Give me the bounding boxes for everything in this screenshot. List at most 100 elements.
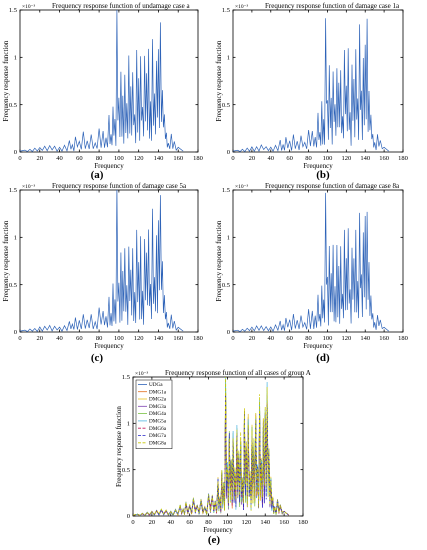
plot-frame xyxy=(232,9,404,153)
x-tick-label: 40 xyxy=(168,519,175,526)
plot-frame xyxy=(19,9,199,153)
legend-entry: DMG2a xyxy=(149,397,167,403)
y-tick-label: 1 xyxy=(14,235,17,242)
x-tick-label: 0 xyxy=(18,335,21,342)
x-tick-label: 40 xyxy=(56,155,63,162)
y-tick-label: 1 xyxy=(227,235,230,242)
y-tick-label: 0.5 xyxy=(9,282,17,289)
chart-title: Frequency response function of damage ca… xyxy=(265,2,400,10)
x-axis-label: Frequency xyxy=(94,342,124,350)
x-tick-label: 60 xyxy=(186,519,193,526)
x-tick-label: 60 xyxy=(76,335,83,342)
x-tick-label: 120 xyxy=(134,335,144,342)
y-tick-label: 1 xyxy=(14,55,17,62)
y-axis-label: Frequency response function xyxy=(215,220,223,301)
x-tick-label: 0 xyxy=(231,155,234,162)
y-tick-label: 1 xyxy=(227,55,230,62)
x-tick-label: 60 xyxy=(286,155,293,162)
y-tick-label: 0 xyxy=(14,329,17,336)
x-tick-label: 160 xyxy=(379,155,389,162)
x-tick-label: 0 xyxy=(231,335,234,342)
chart-title: Frequency response function of damage ca… xyxy=(52,182,187,190)
chart-panel-c: 0 20 40 60 80 100 120 140 160 180 0 0.5 1 1.5 ×10⁻³ Fre… xyxy=(2,182,203,350)
legend-entry: DMG5a xyxy=(149,419,167,425)
x-tick-label: 100 xyxy=(223,519,233,526)
y-tick-label: 0 xyxy=(127,513,130,520)
x-tick-label: 20 xyxy=(37,155,44,162)
y-exponent: ×10⁻³ xyxy=(22,184,36,190)
x-tick-label: 80 xyxy=(96,335,103,342)
x-tick-label: 40 xyxy=(268,155,275,162)
y-tick-label: 1.5 xyxy=(122,374,130,381)
x-tick-label: 180 xyxy=(193,155,203,162)
x-tick-label: 100 xyxy=(114,155,124,162)
chart-title: Frequency response function of undamage … xyxy=(52,2,191,10)
legend-entry: DMG7a xyxy=(149,433,167,439)
y-tick-label: 1.5 xyxy=(222,7,230,14)
plot-frame xyxy=(19,189,199,333)
y-exponent: ×10⁻³ xyxy=(235,4,249,10)
x-tick-label: 140 xyxy=(154,155,164,162)
y-tick-label: 0 xyxy=(227,329,230,336)
chart-title: Frequency response function of damage ca… xyxy=(265,182,400,190)
series-line xyxy=(233,18,390,152)
y-exponent: ×10⁻³ xyxy=(235,184,249,190)
chart-title: Frequency response function of all cases… xyxy=(165,369,311,377)
x-tick-label: 120 xyxy=(341,155,351,162)
y-axis-label: Frequency response function xyxy=(115,406,123,487)
x-tick-label: 160 xyxy=(379,335,389,342)
x-tick-label: 160 xyxy=(173,335,183,342)
x-tick-label: 180 xyxy=(398,335,408,342)
x-tick-label: 140 xyxy=(360,155,370,162)
x-tick-label: 0 xyxy=(131,519,134,526)
y-tick-label: 1 xyxy=(127,421,130,428)
y-tick-label: 0.5 xyxy=(122,467,130,474)
x-tick-label: 80 xyxy=(305,155,312,162)
x-tick-label: 100 xyxy=(114,335,124,342)
y-exponent: ×10⁻³ xyxy=(135,371,149,377)
legend-entry: UDGa xyxy=(149,382,163,388)
series-line xyxy=(20,10,184,152)
plot-frame xyxy=(132,376,304,517)
x-tick-label: 140 xyxy=(260,519,270,526)
y-tick-label: 1.5 xyxy=(222,187,230,194)
panel-label: (c) xyxy=(91,352,104,364)
panel-label: (b) xyxy=(316,169,330,181)
x-tick-label: 40 xyxy=(268,335,275,342)
x-tick-label: 120 xyxy=(134,155,144,162)
x-tick-label: 80 xyxy=(205,519,212,526)
legend-entry: DMG8a xyxy=(149,440,167,446)
chart-panel-d: 0 20 40 60 80 100 120 140 160 180 0 0.5 1 1.5 ×10⁻³ Fre… xyxy=(215,182,408,350)
x-axis-label: Frequency xyxy=(94,162,124,170)
x-tick-label: 120 xyxy=(241,519,251,526)
x-tick-label: 140 xyxy=(154,335,164,342)
x-tick-label: 60 xyxy=(76,155,83,162)
x-tick-label: 20 xyxy=(249,335,256,342)
x-tick-label: 180 xyxy=(193,335,203,342)
x-tick-label: 100 xyxy=(323,335,333,342)
legend-entry: DMG4a xyxy=(149,411,167,417)
panel-label: (e) xyxy=(208,534,221,546)
x-tick-label: 20 xyxy=(37,335,44,342)
plot-frame xyxy=(232,189,404,333)
y-tick-label: 0.5 xyxy=(222,282,230,289)
x-axis-label: Frequency xyxy=(303,162,333,170)
panel-label: (a) xyxy=(91,169,104,181)
y-tick-label: 0 xyxy=(227,149,230,156)
y-axis-label: Frequency response function xyxy=(2,40,10,121)
x-tick-label: 100 xyxy=(323,155,333,162)
x-tick-label: 160 xyxy=(279,519,289,526)
y-tick-label: 0.5 xyxy=(222,102,230,109)
y-tick-label: 1.5 xyxy=(9,187,17,194)
x-tick-label: 140 xyxy=(360,335,370,342)
chart-panel-a: 0 20 40 60 80 100 120 140 160 180 0 0.5 1 1.5 ×10⁻³ Fre… xyxy=(2,2,203,170)
y-axis-label: Frequency response function xyxy=(2,220,10,301)
y-tick-label: 0.5 xyxy=(9,102,17,109)
y-tick-label: 0 xyxy=(14,149,17,156)
y-axis-label: Frequency response function xyxy=(215,40,223,121)
x-axis-label: Frequency xyxy=(303,342,333,350)
x-tick-label: 20 xyxy=(249,155,256,162)
x-tick-label: 180 xyxy=(298,519,308,526)
x-tick-label: 80 xyxy=(96,155,103,162)
